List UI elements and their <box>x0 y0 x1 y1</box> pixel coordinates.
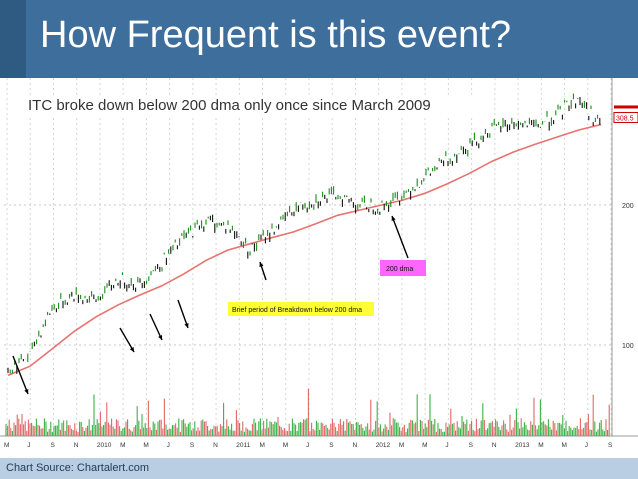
annotation-arrow <box>391 215 409 259</box>
x-tick-label: 2011 <box>236 442 250 449</box>
source-footer: Chart Source: Chartalert.com <box>0 458 638 479</box>
x-tick-label: M <box>120 442 125 449</box>
chart-background <box>0 78 638 458</box>
title-bar: How Frequent is this event? <box>0 0 638 78</box>
x-tick-label: J <box>306 442 309 449</box>
x-tick-label: N <box>352 442 357 449</box>
source-text: Chart Source: Chartalert.com <box>6 462 150 474</box>
chart-svg: 100 200 M J S N 2010 M M J S N 2011 M M J S N 2012 M M J S N 201… <box>0 78 638 458</box>
annotation-arrow <box>119 327 135 353</box>
x-tick-label: J <box>445 442 448 449</box>
x-tick-label: M <box>260 442 265 449</box>
last-price-flag <box>614 105 638 109</box>
x-tick-label: N <box>492 442 497 449</box>
annotation-arrowhead <box>129 347 134 352</box>
y-tick-label: 100 <box>622 343 634 350</box>
annotation-arrowhead <box>184 323 189 328</box>
x-tick-label: N <box>213 442 218 449</box>
x-tick-label: M <box>143 442 148 449</box>
annotation-breakdown-box <box>228 302 374 316</box>
x-tick-label: S <box>50 442 55 449</box>
slide-title: How Frequent is this event? <box>40 14 512 56</box>
x-tick-label: S <box>608 442 613 449</box>
last-price-box <box>613 111 638 123</box>
x-tick-label: M <box>422 442 427 449</box>
annotation-arrow <box>12 355 29 395</box>
x-tick-label: 2010 <box>97 442 112 449</box>
annotation-arrowhead <box>158 335 163 340</box>
annotation-arrow <box>149 313 163 341</box>
x-tick-label: J <box>27 442 30 449</box>
last-price-label: 308.5 <box>616 115 634 122</box>
x-tick-label: S <box>190 442 195 449</box>
x-tick-label: S <box>469 442 474 449</box>
x-tick-label: M <box>562 442 567 449</box>
annotation-breakdown-label: Brief period of Breakdown below 200 dma <box>232 307 362 314</box>
annotation-arrow <box>177 299 189 329</box>
x-tick-label: J <box>167 442 170 449</box>
annotation-200dma-label: 200 dma <box>386 266 413 273</box>
x-tick-label: M <box>283 442 288 449</box>
annotation-arrowhead <box>259 262 264 267</box>
dma200-line <box>7 123 602 377</box>
x-tick-label: S <box>329 442 334 449</box>
annotation-arrowhead <box>24 389 29 394</box>
annotation-arrowhead <box>391 216 396 221</box>
x-tick-label: M <box>538 442 543 449</box>
x-tick-label: J <box>585 442 588 449</box>
x-tick-label: M <box>4 442 9 449</box>
x-tick-label: M <box>399 442 404 449</box>
x-tick-label: N <box>74 442 79 449</box>
x-tick-label: 2013 <box>515 442 530 449</box>
slide-subtitle: ITC broke down below 200 dma only once s… <box>28 96 488 115</box>
title-accent <box>0 0 26 78</box>
annotation-200dma-box <box>380 260 426 276</box>
x-tick-label: 2012 <box>376 442 391 449</box>
y-tick-label: 200 <box>622 203 634 210</box>
stock-chart: 100 200 M J S N 2010 M M J S N 2011 M M J S N 2012 M M J S N 201… <box>0 78 638 458</box>
